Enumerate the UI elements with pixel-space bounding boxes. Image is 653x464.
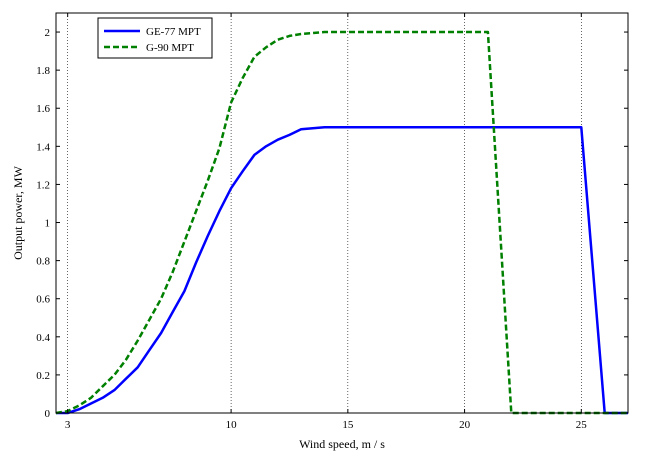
legend-label-ge77: GE-77 MPT (146, 26, 201, 38)
x-tick-label: 25 (576, 419, 588, 431)
y-tick-label: 2 (45, 27, 51, 39)
y-tick-label: 0.2 (36, 370, 50, 382)
y-tick-label: 1 (45, 218, 51, 230)
y-tick-label: 1.4 (36, 141, 50, 153)
y-tick-label: 1.2 (36, 179, 50, 191)
legend: GE-77 MPT G-90 MPT (97, 17, 213, 59)
y-tick-label: 1.8 (36, 65, 50, 77)
y-tick-label: 0.6 (36, 294, 50, 306)
x-tick-label: 20 (459, 419, 471, 431)
x-axis-label: Wind speed, m / s (299, 437, 385, 451)
x-tick-label: 10 (226, 419, 238, 431)
y-tick-label: 0.8 (36, 256, 50, 268)
y-axis-label: Output power, MW (11, 165, 25, 260)
series-line-ge77 (56, 126, 628, 415)
x-tick-label: 15 (342, 419, 354, 431)
plot-frame (55, 12, 629, 414)
y-tick-label: 1.6 (36, 103, 50, 115)
series-lines (55, 30, 628, 415)
axis-ticks: 3 10 15 20 25 0 0.2 0.4 0.6 0.8 1 1.2 1.4 1.6 1.8 2 (36, 13, 628, 431)
grid-lines (67, 13, 582, 413)
series-line-g90 (55, 30, 628, 415)
y-tick-label: 0.4 (36, 332, 50, 344)
plot-area (56, 13, 628, 413)
legend-box (97, 17, 213, 59)
x-tick-label: 3 (65, 419, 71, 431)
y-tick-label: 0 (45, 408, 51, 420)
legend-label-g90: G-90 MPT (146, 42, 194, 54)
